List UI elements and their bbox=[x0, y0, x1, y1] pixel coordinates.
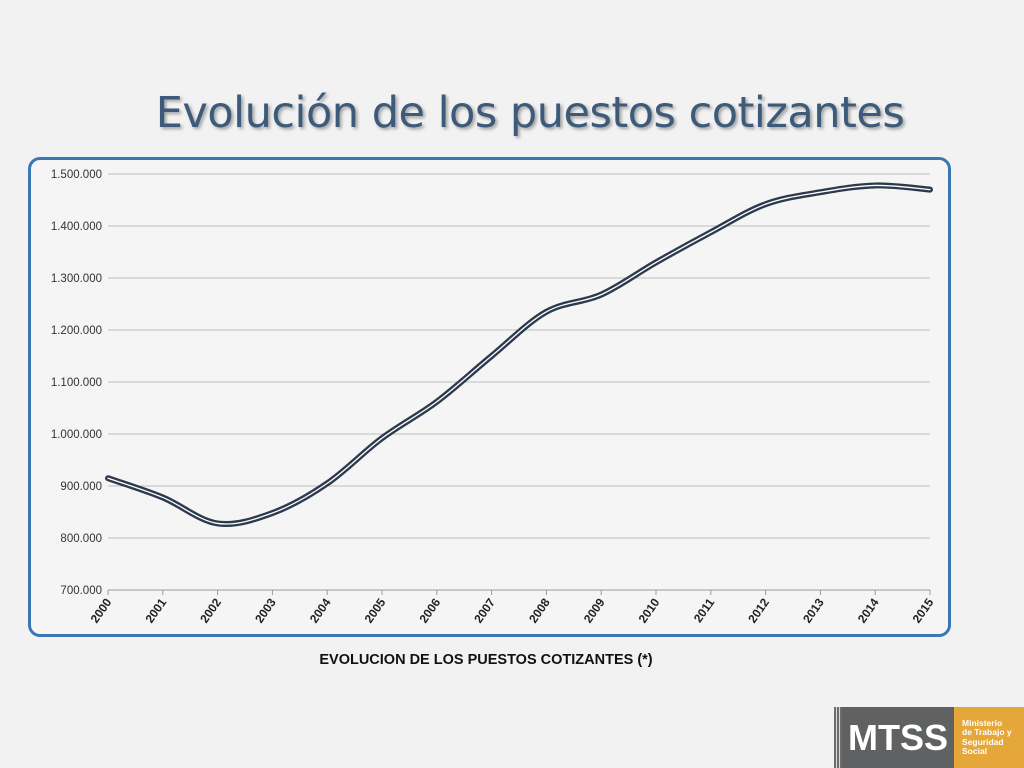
logo-abbr: MTSS bbox=[847, 716, 948, 758]
data-point bbox=[106, 476, 110, 480]
data-point bbox=[435, 400, 439, 404]
data-point bbox=[818, 190, 822, 194]
data-point bbox=[928, 188, 932, 192]
data-point bbox=[161, 495, 165, 499]
x-tick-label: 2013 bbox=[800, 595, 827, 625]
data-point bbox=[216, 521, 220, 525]
logo-ministry-text: Ministerio de Trabajo y Seguridad Social bbox=[954, 707, 1024, 768]
data-point bbox=[873, 183, 877, 187]
x-tick-label: 2011 bbox=[691, 595, 718, 625]
slide-title: Evolución de los puestos cotizantes bbox=[155, 88, 905, 138]
data-point bbox=[325, 481, 329, 485]
series-line-outline bbox=[105, 182, 933, 528]
x-tick-label: 2005 bbox=[362, 595, 389, 625]
y-tick-label: 1.300.000 bbox=[51, 273, 102, 285]
data-point bbox=[270, 511, 274, 515]
y-tick-label: 900.000 bbox=[60, 481, 102, 493]
x-tick-label: 2014 bbox=[855, 595, 882, 625]
x-tick-label: 2008 bbox=[526, 595, 553, 625]
logo-line: Social bbox=[962, 746, 988, 756]
data-point bbox=[709, 230, 713, 234]
y-tick-label: 800.000 bbox=[60, 533, 102, 545]
data-point bbox=[490, 354, 494, 358]
x-tick-label: 2015 bbox=[910, 595, 937, 625]
y-tick-label: 700.000 bbox=[60, 585, 102, 597]
y-tick-label: 1.200.000 bbox=[51, 325, 102, 337]
data-point bbox=[654, 260, 658, 264]
logo-line: Ministerio bbox=[962, 717, 1003, 728]
y-tick-label: 1.400.000 bbox=[51, 221, 102, 233]
y-tick-label: 1.500.000 bbox=[51, 169, 102, 181]
y-tick-label: 1.100.000 bbox=[51, 377, 102, 389]
data-point bbox=[764, 202, 768, 206]
x-tick-label: 2001 bbox=[142, 595, 169, 625]
logo-abbr-block: MTSS bbox=[842, 707, 954, 768]
data-point bbox=[380, 436, 384, 440]
data-point bbox=[599, 293, 603, 297]
chart-frame: 700.000 800.000 900.000 1.000.000 1.100.000 1… bbox=[28, 157, 951, 637]
line-chart: 700.000 800.000 900.000 1.000.000 1.100.000 1… bbox=[51, 169, 937, 626]
data-point bbox=[544, 310, 548, 314]
x-tick-label: 2007 bbox=[471, 595, 498, 625]
x-tick-label: 2010 bbox=[636, 595, 663, 625]
x-tick-label: 2002 bbox=[197, 595, 224, 625]
chart-caption: EVOLUCION DE LOS PUESTOS COTIZANTES (*) bbox=[319, 652, 653, 668]
mtss-logo: MTSS Ministerio de Trabajo y Seguridad S… bbox=[834, 707, 1024, 768]
logo-line: Seguridad bbox=[962, 736, 1004, 747]
x-tick-label: 2004 bbox=[307, 595, 334, 625]
x-tick-label: 2003 bbox=[252, 595, 279, 625]
x-tick-label: 2000 bbox=[88, 595, 115, 625]
logo-stripes bbox=[834, 707, 842, 768]
logo-line: de Trabajo y bbox=[962, 727, 1012, 737]
series-line-highlight bbox=[107, 184, 931, 525]
x-tick-label: 2012 bbox=[745, 595, 772, 625]
x-tick-label: 2009 bbox=[581, 595, 608, 625]
y-tick-label: 1.000.000 bbox=[51, 429, 102, 441]
x-tick-label: 2006 bbox=[416, 595, 443, 625]
